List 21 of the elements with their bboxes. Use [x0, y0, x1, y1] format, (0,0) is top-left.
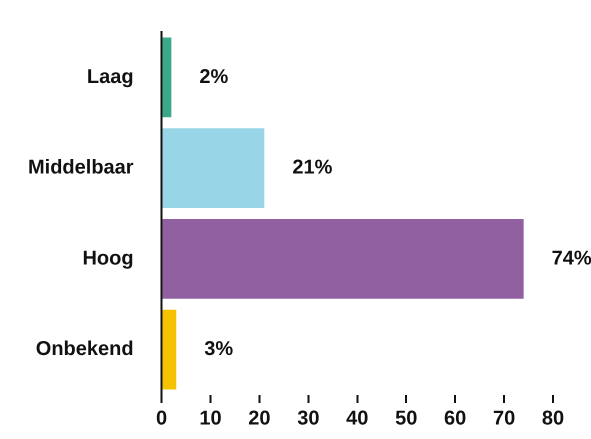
- data-label: 74%: [552, 247, 591, 270]
- y-tick-label: Laag: [86, 66, 134, 88]
- x-tick-label: 80: [542, 408, 564, 430]
- x-tick-label: 60: [444, 408, 466, 430]
- bar: [162, 310, 176, 390]
- bar: [162, 128, 264, 208]
- x-tick-label: 50: [395, 408, 418, 430]
- x-tick-label: 70: [492, 408, 516, 430]
- y-tick-label: Hoog: [82, 247, 134, 270]
- x-tick-label: 10: [199, 408, 222, 430]
- x-tick-label: 20: [248, 408, 271, 430]
- y-tick-label: Onbekend: [36, 338, 134, 360]
- bar: [162, 37, 172, 118]
- data-label: 2%: [199, 66, 228, 88]
- x-tick-label: 40: [346, 408, 368, 430]
- bar: [162, 218, 524, 299]
- x-tick-label: 30: [297, 408, 320, 430]
- data-label: 21%: [292, 156, 333, 179]
- x-tick-label: 0: [156, 408, 168, 430]
- data-label: 3%: [204, 338, 234, 360]
- y-tick-label: Middelbaar: [28, 156, 134, 179]
